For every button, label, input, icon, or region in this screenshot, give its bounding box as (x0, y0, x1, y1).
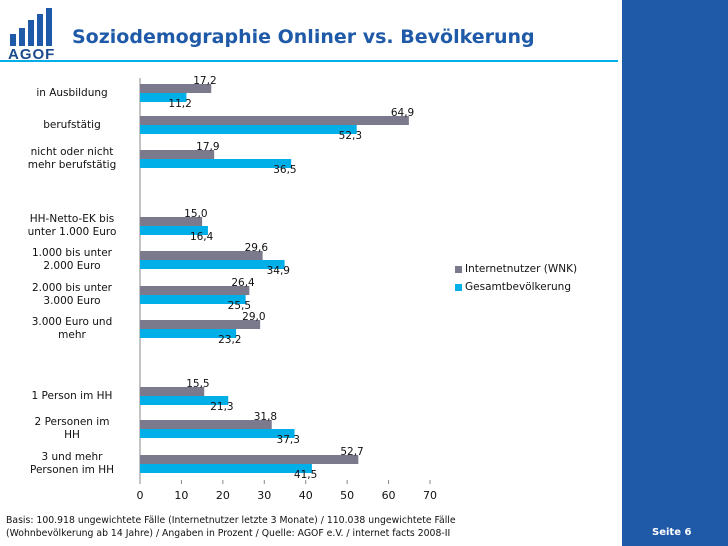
bar (140, 260, 285, 269)
bar (140, 226, 208, 235)
bar (140, 295, 246, 304)
logo-text: AGOF (8, 46, 56, 63)
logo-bar (37, 14, 43, 46)
legend-label: Gesamtbevölkerung (465, 281, 571, 293)
legend-item: Gesamtbevölkerung (455, 278, 577, 296)
bar (140, 396, 229, 405)
logo-bar (19, 28, 25, 46)
bar (140, 251, 263, 260)
category-label-line: berufstätig (43, 118, 101, 131)
category-label: 1 Person im HH (8, 390, 136, 403)
page-number: Seite 6 (652, 527, 692, 538)
x-tick-label: 0 (137, 489, 144, 502)
category-label-line: 2 Personen im (34, 416, 110, 428)
bar (140, 329, 237, 338)
legend-item: Internetnutzer (WNK) (455, 260, 577, 278)
data-label: 21,3 (210, 401, 233, 413)
category-label-line: 3 und mehr (41, 451, 103, 463)
bar (140, 84, 212, 93)
category-label-line: HH (64, 429, 80, 441)
data-label: 52,7 (340, 446, 363, 458)
title-underline (0, 60, 618, 62)
data-label: 23,2 (218, 334, 241, 346)
data-label: 34,9 (267, 265, 290, 277)
bar (140, 387, 205, 396)
category-label: HH-Netto-EK bis unter 1.000 Euro (8, 213, 136, 239)
footnote-line: Basis: 100.918 ungewichtete Fälle (Inter… (6, 515, 456, 526)
data-label: 52,3 (339, 130, 362, 142)
data-label: 17,2 (193, 75, 216, 87)
footnote: Basis: 100.918 ungewichtete Fälle (Inter… (6, 514, 616, 540)
category-label: 3.000 Euro und mehr (8, 316, 136, 342)
category-label-line: mehr (58, 329, 86, 341)
data-label: 29,6 (245, 242, 269, 254)
legend-swatch (455, 265, 462, 273)
category-label-line: unter 1.000 Euro (27, 226, 117, 238)
category-label-line: 1 Person im HH (31, 389, 113, 402)
data-label: 25,5 (228, 300, 251, 312)
data-label: 29,0 (242, 311, 265, 323)
bar (140, 420, 272, 429)
data-label: 36,5 (273, 164, 296, 176)
data-label: 41,5 (294, 469, 317, 481)
category-label: nicht oder nicht mehr berufstätig (8, 146, 136, 172)
x-tick-label: 60 (382, 489, 396, 502)
category-label-line: 3.000 Euro (43, 295, 101, 307)
bar (140, 286, 250, 295)
data-label: 64,9 (391, 107, 414, 119)
x-tick-label: 40 (299, 489, 313, 502)
logo-bar (28, 20, 34, 46)
x-tick-label: 30 (257, 489, 271, 502)
x-tick-label: 10 (174, 489, 188, 502)
category-label-line: Personen im HH (29, 464, 114, 476)
agof-logo (10, 8, 52, 46)
legend-label: Internetnutzer (WNK) (465, 263, 578, 275)
data-label: 37,3 (277, 434, 300, 446)
category-label-line: 3.000 Euro und (31, 316, 113, 328)
category-label-line: mehr berufstätig (27, 159, 117, 171)
data-label: 16,4 (190, 231, 214, 243)
data-label: 17,9 (196, 141, 219, 153)
data-label: 26,4 (231, 277, 255, 289)
category-label-line: HH-Netto-EK bis (29, 213, 115, 225)
bar (140, 455, 359, 464)
category-label: 3 und mehr Personen im HH (8, 451, 136, 477)
bar (140, 150, 215, 159)
category-label-line: nicht oder nicht (30, 146, 114, 158)
x-tick-label: 70 (423, 489, 437, 502)
bar (140, 159, 292, 168)
legend-swatch (455, 283, 462, 291)
data-label: 15,0 (184, 208, 207, 220)
legend: Internetnutzer (WNK) Gesamtbevölkerung (455, 260, 577, 296)
category-label-line: 2.000 Euro (43, 260, 101, 272)
bar (140, 429, 295, 438)
category-label: 2.000 bis unter 3.000 Euro (8, 282, 136, 308)
page-title: Soziodemographie Onliner vs. Bevölkerung (72, 26, 535, 48)
bar (140, 125, 357, 134)
bar (140, 217, 203, 226)
bar (140, 116, 409, 125)
data-label: 15,5 (186, 378, 209, 390)
category-label-line: 1.000 bis unter (32, 247, 112, 259)
bar (140, 93, 187, 102)
side-bar (622, 0, 728, 546)
logo-bar (46, 8, 52, 46)
category-label-line: in Ausbildung (36, 86, 108, 99)
category-label: in Ausbildung (8, 87, 136, 100)
category-label-line: 2.000 bis unter (32, 282, 112, 294)
category-label: berufstätig (8, 119, 136, 132)
category-label: 2 Personen im HH (8, 416, 136, 442)
footnote-line: (Wohnbevölkerung ab 14 Jahre) / Angaben … (6, 528, 451, 539)
category-label: 1.000 bis unter 2.000 Euro (8, 247, 136, 273)
x-tick-label: 50 (340, 489, 354, 502)
x-tick-label: 20 (216, 489, 230, 502)
bar (140, 320, 261, 329)
logo-bar (10, 34, 16, 46)
bar (140, 464, 312, 473)
data-label: 31,8 (254, 411, 277, 423)
data-label: 11,2 (168, 98, 191, 110)
